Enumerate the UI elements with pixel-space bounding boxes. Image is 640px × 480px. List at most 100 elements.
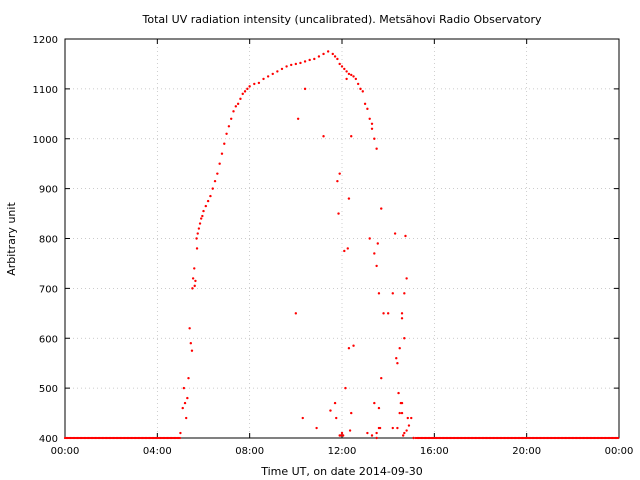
data-point [246, 87, 249, 91]
data-point [391, 426, 394, 430]
data-point [188, 327, 191, 330]
data-point [202, 209, 205, 213]
data-point [352, 75, 355, 78]
data-point [204, 204, 208, 208]
y-tick-label: 400 [39, 434, 58, 445]
x-tick-label: 12:00 [328, 446, 357, 457]
data-point [322, 135, 325, 138]
data-point [347, 72, 351, 76]
data-point [366, 107, 369, 111]
data-point [336, 57, 339, 61]
data-point [344, 386, 347, 390]
data-point [348, 429, 352, 432]
data-point [373, 137, 376, 140]
data-point [179, 431, 182, 435]
data-point [343, 67, 346, 71]
data-point [191, 287, 194, 290]
data-point [376, 242, 379, 245]
y-tick-label: 1100 [33, 85, 58, 96]
data-point [335, 416, 338, 420]
data-point [299, 61, 302, 65]
data-point [225, 132, 228, 135]
x-tick-label: 04:00 [143, 446, 172, 457]
data-point [183, 401, 187, 405]
data-point [189, 342, 193, 345]
data-point [303, 87, 307, 91]
y-tick-label: 800 [39, 235, 58, 246]
data-point [347, 347, 351, 350]
data-point [262, 77, 265, 81]
data-point [339, 434, 343, 437]
y-axis-label: Arbitrary unit [5, 202, 18, 276]
data-point [373, 401, 376, 405]
data-point [346, 247, 349, 250]
data-point [340, 65, 344, 68]
data-point [377, 406, 381, 410]
data-point [308, 58, 311, 62]
data-point [271, 72, 274, 76]
data-point [398, 411, 401, 415]
data-point [343, 249, 346, 253]
data-point [220, 152, 224, 155]
data-point [199, 217, 203, 220]
data-point [197, 227, 201, 230]
data-point [290, 63, 293, 67]
data-point [195, 247, 199, 250]
data-point [313, 57, 316, 61]
data-point [213, 179, 217, 183]
data-point [366, 431, 369, 435]
data-point [336, 179, 339, 183]
data-point [195, 237, 198, 240]
data-point [234, 105, 238, 108]
data-point [193, 267, 196, 270]
data-point [296, 117, 300, 121]
data-point [382, 312, 385, 315]
data-point [359, 87, 362, 91]
data-point [403, 431, 406, 435]
data-point [333, 55, 337, 58]
x-tick-label: 00:00 [605, 446, 634, 457]
data-point [191, 277, 195, 280]
x-tick-label: 20:00 [512, 446, 541, 457]
data-point [403, 292, 406, 295]
data-point [370, 434, 374, 437]
data-point [361, 90, 364, 93]
data-point [326, 50, 330, 53]
data-point [341, 434, 345, 437]
data-point [236, 102, 240, 106]
data-point [243, 90, 247, 93]
data-point [196, 232, 199, 235]
data-point [198, 222, 202, 225]
data-point [285, 65, 288, 68]
data-point [209, 194, 212, 198]
data-point [333, 401, 337, 405]
data-point [239, 97, 242, 101]
chart-title: Total UV radiation intensity (uncalibrat… [142, 13, 542, 26]
data-point [193, 284, 196, 288]
x-tick-label: 08:00 [235, 446, 264, 457]
grid [65, 39, 619, 438]
data-point [329, 409, 332, 412]
data-point [331, 52, 334, 56]
data-point [340, 431, 344, 435]
x-tick-label: 00:00 [51, 446, 80, 457]
data-point [322, 52, 325, 56]
data-point [338, 62, 341, 66]
data-point [230, 117, 233, 121]
data-point [375, 264, 378, 268]
data-point [350, 73, 353, 77]
data-point [401, 434, 405, 437]
data-point [377, 292, 381, 295]
data-point [396, 426, 399, 430]
data-point [317, 55, 321, 58]
data-point [248, 85, 251, 88]
x-axis-label: Time UT, on date 2014-09-30 [260, 465, 423, 478]
data-point [380, 376, 383, 380]
data-point [345, 77, 348, 81]
y-tick-label: 900 [39, 185, 58, 196]
data-point [407, 424, 411, 427]
data-point [395, 357, 398, 360]
data-point [375, 147, 378, 150]
data-point [232, 110, 235, 113]
data-point [190, 349, 194, 352]
